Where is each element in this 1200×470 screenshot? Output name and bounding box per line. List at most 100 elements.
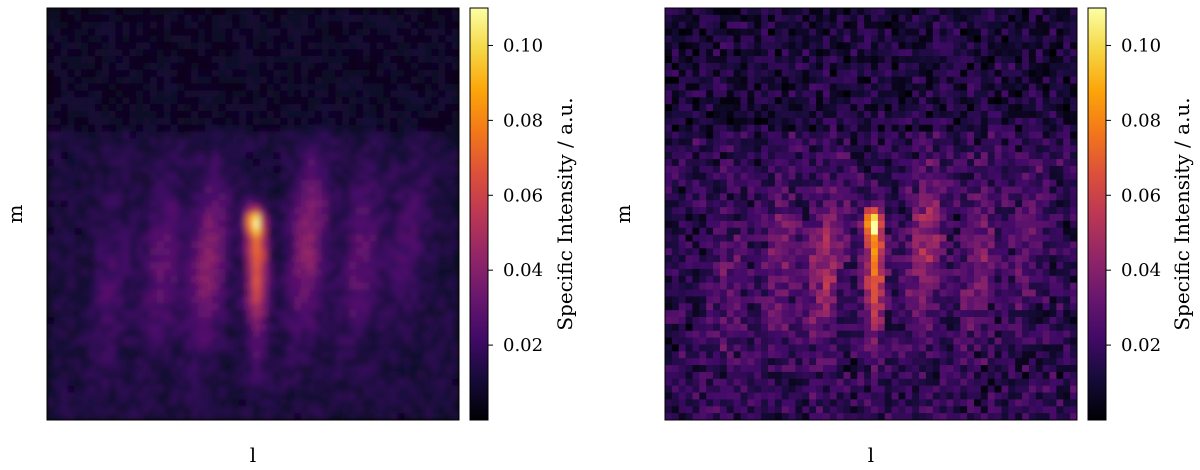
heatmap-cell (761, 69, 769, 78)
heatmap-cell (211, 49, 220, 57)
heatmap-cell (452, 413, 459, 420)
heatmap-cell (1022, 97, 1030, 105)
heatmap-cell (108, 56, 117, 64)
heatmap-cell (809, 104, 817, 112)
heatmap-cell (919, 124, 927, 133)
heatmap-cell (74, 152, 82, 160)
heatmap-cell (198, 186, 206, 194)
heatmap-cell (122, 392, 130, 400)
heatmap-cell (163, 124, 172, 133)
heatmap-cell (980, 124, 989, 133)
heatmap-cell (356, 248, 364, 256)
heatmap-cell (857, 62, 865, 71)
heatmap-cell (143, 49, 151, 57)
heatmap-cell (932, 35, 941, 43)
heatmap-cell (156, 28, 165, 37)
heatmap-cell (156, 282, 165, 291)
heatmap-cell (225, 378, 233, 387)
heatmap-cell (239, 28, 247, 37)
heatmap-cell (280, 413, 288, 420)
heatmap-cell (438, 296, 446, 304)
heatmap-cell (259, 248, 268, 256)
heatmap-cell (706, 49, 714, 57)
heatmap-cell (349, 241, 357, 249)
heatmap-cell (768, 97, 776, 105)
heatmap-cell (768, 124, 776, 133)
heatmap-cell (122, 406, 130, 414)
heatmap-cell (101, 124, 110, 133)
heatmap-cell (809, 8, 817, 16)
heatmap-cell (404, 62, 412, 71)
heatmap-cell (369, 289, 378, 297)
heatmap-cell (349, 83, 357, 91)
heatmap-cell (1056, 117, 1064, 126)
heatmap-cell (225, 131, 233, 140)
heatmap-cell (294, 145, 302, 153)
heatmap-cell (424, 227, 433, 236)
heatmap-cell (67, 241, 76, 249)
heatmap-cell (150, 310, 158, 318)
heatmap-cell (177, 8, 185, 16)
heatmap-cell (198, 317, 206, 325)
heatmap-cell (60, 330, 69, 339)
heatmap-cell (163, 310, 172, 318)
heatmap-cell (836, 69, 845, 78)
heatmap-cell (1035, 69, 1044, 78)
heatmap-cell (342, 62, 350, 71)
heatmap-cell (225, 241, 233, 249)
heatmap-cell (74, 14, 82, 23)
heatmap-cell (685, 76, 694, 85)
heatmap-cell (101, 8, 110, 16)
heatmap-cell (404, 234, 412, 243)
heatmap-cell (445, 62, 453, 71)
heatmap-cell (67, 330, 76, 339)
heatmap-cell (280, 138, 288, 146)
heatmap-cell (850, 131, 858, 140)
heatmap-cell (665, 83, 673, 91)
heatmap-cell (60, 97, 69, 105)
heatmap-cell (1022, 117, 1030, 126)
heatmap-cell (349, 317, 357, 325)
heatmap-cell (191, 21, 199, 30)
heatmap-cell (280, 83, 288, 91)
heatmap-cell (301, 49, 309, 57)
heatmap-cell (273, 282, 282, 291)
heatmap-cell (884, 124, 893, 133)
heatmap-cell (246, 227, 254, 236)
heatmap-cell (239, 323, 247, 332)
heatmap-cell (431, 371, 439, 380)
heatmap-cell (843, 97, 851, 105)
heatmap-cell (156, 262, 165, 270)
heatmap-cell (143, 296, 151, 304)
heatmap-cell (204, 14, 213, 23)
heatmap-cell (280, 42, 288, 50)
heatmap-cell (294, 385, 302, 394)
heatmap-cell (170, 317, 179, 325)
heatmap-cell (74, 117, 82, 126)
heatmap-cell (211, 83, 220, 91)
heatmap-cell (919, 49, 927, 57)
heatmap-cell (95, 234, 103, 243)
heatmap-cell (1070, 138, 1077, 146)
heatmap-cell (665, 8, 673, 16)
heatmap-cell (768, 69, 776, 78)
heatmap-cell (280, 378, 288, 387)
heatmap-cell (452, 90, 459, 98)
heatmap-cell (1035, 14, 1044, 23)
heatmap-cell (397, 241, 405, 249)
heatmap-cell (822, 28, 831, 37)
heatmap-cell (822, 83, 831, 91)
heatmap-cell (816, 145, 824, 153)
heatmap-cell (307, 62, 316, 71)
heatmap-cell (253, 152, 261, 160)
heatmap-cell (67, 248, 76, 256)
heatmap-cell (424, 220, 433, 229)
heatmap-cell (88, 62, 96, 71)
heatmap-cell (47, 323, 55, 332)
heatmap-cell (383, 104, 391, 112)
heatmap-cell (397, 76, 405, 85)
heatmap-cell (713, 117, 721, 126)
heatmap-cell (307, 241, 316, 249)
heatmap-cell (246, 392, 254, 400)
heatmap-cell (445, 207, 453, 215)
